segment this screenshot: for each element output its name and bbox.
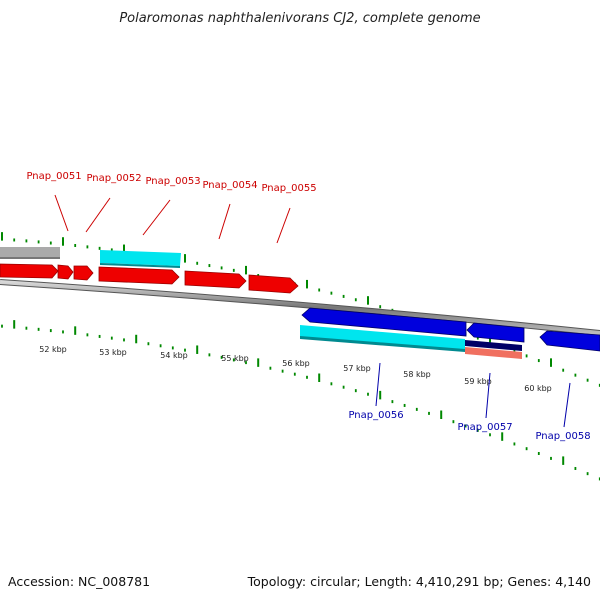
- gene-label[interactable]: Pnap_0058: [535, 431, 590, 442]
- gene-pnap-0055[interactable]: [184, 270, 247, 289]
- gene-label[interactable]: Pnap_0051: [26, 171, 81, 182]
- cds-bar[interactable]: [0, 247, 60, 259]
- kbp-label: 58 kbp: [403, 370, 431, 379]
- cds-bar-shade: [300, 336, 465, 352]
- cds-bar-shade: [100, 263, 180, 268]
- gene-pnap-0056[interactable]: [301, 307, 467, 337]
- kbp-label: 60 kbp: [524, 384, 552, 393]
- cds-bar[interactable]: [100, 250, 181, 266]
- reverse-cds-track: [300, 325, 522, 359]
- forward-gene-labels: Pnap_0051 Pnap_0052 Pnap_0053 Pnap_0054 …: [26, 171, 316, 194]
- kbp-label: 54 kbp: [160, 351, 188, 360]
- gene-pnap-0057[interactable]: [466, 322, 525, 343]
- gene-pnap-0058[interactable]: [539, 330, 600, 352]
- tick-row-bottom: [1, 320, 600, 481]
- gene-label[interactable]: Pnap_0054: [202, 180, 257, 191]
- accession-text: Accession: NC_008781: [8, 574, 150, 589]
- kbp-label: 56 kbp: [282, 359, 310, 368]
- gene-pnap-0054[interactable]: [98, 266, 180, 285]
- kbp-label: 55 kbp: [221, 354, 249, 363]
- forward-gene-track: [0, 263, 299, 294]
- kbp-scale-labels: 52 kbp 53 kbp 54 kbp 55 kbp 56 kbp 57 kbp 58 k…: [39, 345, 552, 393]
- cds-bar[interactable]: [300, 325, 465, 351]
- rna-bar[interactable]: [465, 347, 522, 359]
- reverse-gene-labels: Pnap_0056 Pnap_0057 Pnap_0058: [348, 410, 590, 442]
- gene-label[interactable]: Pnap_0057: [457, 422, 512, 433]
- gene-label[interactable]: Pnap_0055: [261, 183, 316, 194]
- gene-pnap-0053[interactable]: [73, 265, 94, 281]
- reverse-leader-lines: [375, 362, 571, 428]
- gene-label[interactable]: Pnap_0052: [86, 173, 141, 184]
- genome-summary-text: Topology: circular; Length: 4,410,291 bp…: [247, 574, 591, 589]
- kbp-label: 53 kbp: [99, 348, 127, 357]
- kbp-label: 59 kbp: [464, 377, 492, 386]
- kbp-label: 52 kbp: [39, 345, 67, 354]
- genome-backbone: [0, 280, 600, 335]
- kbp-label: 57 kbp: [343, 364, 371, 373]
- gene-pnap-0055b[interactable]: [248, 274, 299, 294]
- cds-bar-dark[interactable]: [465, 340, 522, 351]
- forward-leader-lines: [54, 194, 291, 244]
- cds-bar-shade: [0, 257, 60, 259]
- gene-pnap-0051[interactable]: [0, 263, 59, 279]
- gene-label[interactable]: Pnap_0056: [348, 410, 403, 421]
- map-title: Polaromonas naphthalenivorans CJ2, compl…: [119, 11, 480, 26]
- gene-pnap-0052[interactable]: [57, 264, 74, 280]
- gene-label[interactable]: Pnap_0053: [145, 176, 200, 187]
- reverse-gene-track: [301, 307, 600, 352]
- forward-cds-track: [0, 247, 181, 268]
